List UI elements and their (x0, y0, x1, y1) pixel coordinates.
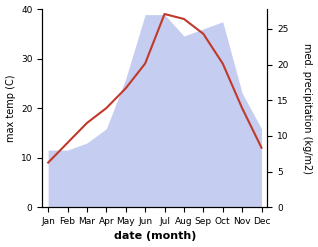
Y-axis label: med. precipitation (kg/m2): med. precipitation (kg/m2) (302, 43, 313, 174)
X-axis label: date (month): date (month) (114, 231, 196, 242)
Y-axis label: max temp (C): max temp (C) (5, 74, 16, 142)
